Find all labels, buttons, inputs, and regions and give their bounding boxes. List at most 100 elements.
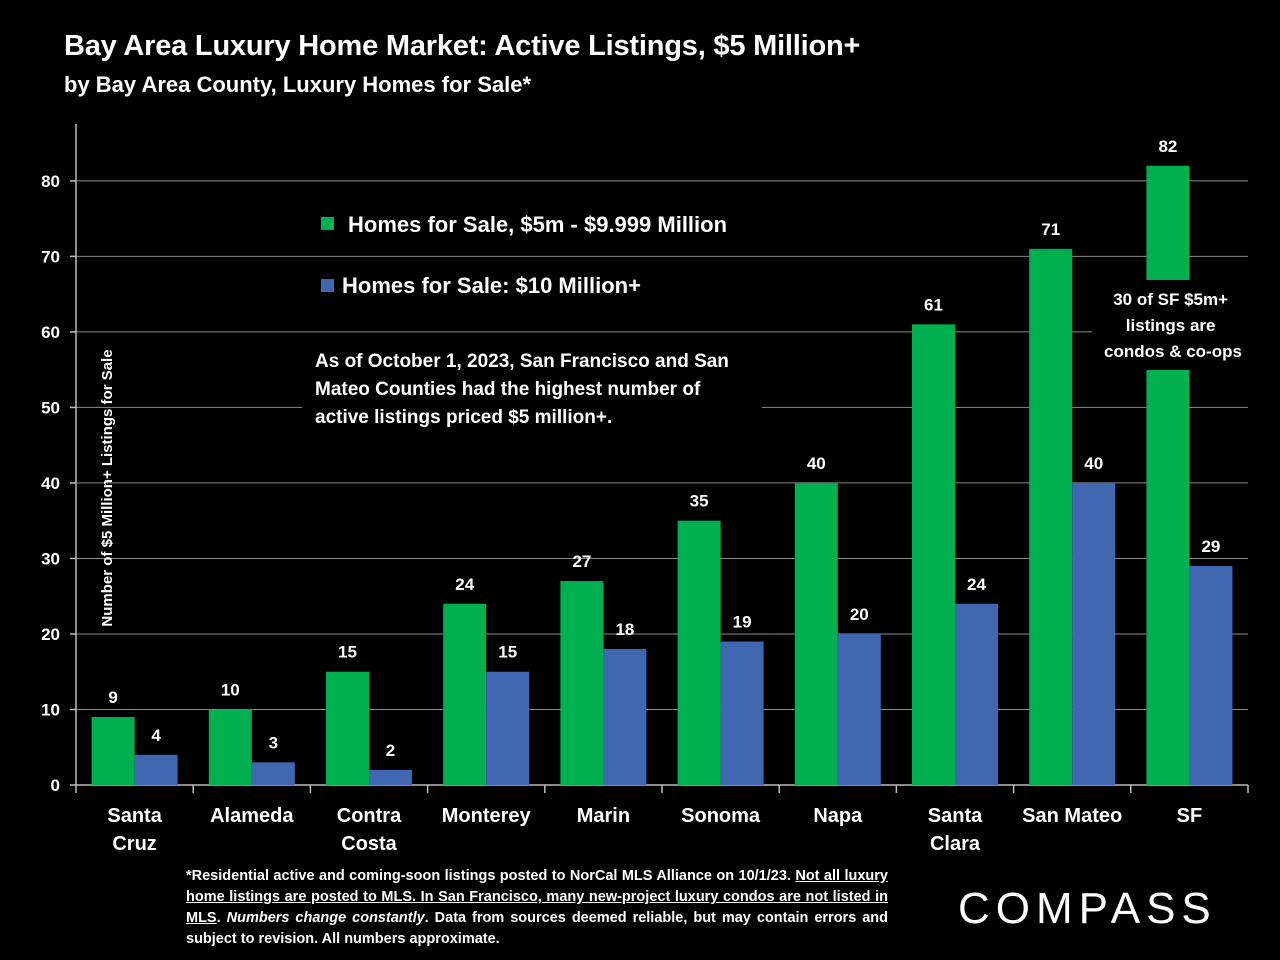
x-axis: [75, 784, 1249, 793]
category-label-9: SF: [1177, 805, 1203, 827]
y-tick-label-40: 40: [41, 474, 60, 493]
bar-blue-4: [603, 649, 647, 785]
category-label-5: Sonoma: [681, 805, 761, 827]
y-tick-label-80: 80: [41, 172, 60, 191]
category-label-line: Cruz: [112, 833, 156, 855]
bar-green-9: [1146, 165, 1190, 786]
value-labels: 9 4 10 3 15 2 24 15 27 18 35 19 40 20 61 24 71 40 82 29: [108, 137, 1220, 760]
value-label-blue-4: 18: [615, 620, 634, 639]
y-axis: 0 10 20 30 40 50 60 70 80: [41, 124, 77, 795]
bar-green-0: [91, 717, 135, 785]
bar-green-7: [912, 324, 955, 785]
category-label-2: Contra Costa: [337, 805, 402, 855]
category-label-line: Clara: [930, 833, 981, 855]
value-label-blue-8: 40: [1084, 454, 1103, 473]
category-label-line: Contra: [337, 805, 402, 827]
annotation-line-1: As of October 1, 2023, San Francisco and…: [315, 351, 729, 372]
compass-logo: COMPASS: [958, 884, 1217, 933]
bar-blue-7: [955, 603, 998, 785]
category-label-line: San Mateo: [1022, 805, 1122, 827]
bar-green-3: [443, 603, 487, 785]
bar-blue-0: [134, 754, 178, 785]
bar-green-6: [794, 482, 838, 785]
footnote-part-3: .: [216, 910, 227, 926]
y-tick-label-0: 0: [51, 776, 60, 795]
y-tick-label-10: 10: [41, 700, 60, 719]
category-label-1: Alameda: [210, 805, 294, 827]
category-labels: Santa Cruz Alameda Contra Costa Monterey Marin…: [107, 805, 1202, 855]
value-label-green-4: 27: [572, 552, 591, 571]
value-label-blue-3: 15: [498, 643, 517, 662]
bar-green-1: [208, 709, 252, 785]
bar-blue-2: [369, 769, 412, 785]
sf-note: 30 of SF $5m+ listings are condos & co-o…: [1104, 290, 1242, 361]
bar-blue-1: [251, 762, 295, 785]
legend-label-0: Homes for Sale, $5m - $9.999 Million: [348, 212, 727, 237]
category-label-line: Sonoma: [681, 805, 761, 827]
category-label-0: Santa Cruz: [107, 805, 162, 855]
annotation-line-3: active listings priced $5 million+.: [315, 407, 612, 428]
legend-swatch-0: [321, 217, 334, 230]
category-label-line: Santa: [928, 805, 983, 827]
footnote: *Residential active and coming-soon list…: [186, 866, 888, 950]
footnote-part-1: *Residential active and coming-soon list…: [186, 868, 796, 884]
bar-green-8: [1029, 248, 1073, 786]
legend: Homes for Sale, $5m - $9.999 Million Home…: [321, 212, 727, 298]
category-label-line: Monterey: [442, 805, 532, 827]
annotation-main: As of October 1, 2023, San Francisco and…: [315, 351, 734, 428]
value-label-green-0: 9: [108, 688, 117, 707]
category-label-3: Monterey: [442, 805, 532, 827]
bar-green-4: [560, 581, 604, 785]
chart-title: Bay Area Luxury Home Market: Active List…: [64, 30, 861, 62]
category-label-line: Alameda: [210, 805, 294, 827]
sf-note-line-3: condos & co-ops: [1104, 342, 1242, 361]
value-label-green-5: 35: [690, 492, 709, 511]
footnote-part-2: Not all luxury home listings are posted …: [186, 868, 888, 926]
category-label-4: Marin: [577, 805, 630, 827]
value-label-blue-5: 19: [733, 613, 752, 632]
value-label-green-2: 15: [338, 643, 357, 662]
bar-blue-6: [837, 633, 881, 785]
bar-green-5: [677, 520, 721, 785]
bar-blue-9: [1189, 566, 1233, 785]
value-label-blue-7: 24: [967, 575, 986, 594]
category-label-line: Costa: [341, 833, 397, 855]
sf-note-backdrop: [1092, 280, 1256, 370]
value-label-blue-6: 20: [850, 605, 869, 624]
value-label-blue-0: 4: [151, 726, 161, 745]
sf-note-line-1: 30 of SF $5m+: [1113, 290, 1228, 309]
y-tick-label-60: 60: [41, 323, 60, 342]
sf-note-line-2: listings are: [1126, 316, 1216, 335]
category-label-line: Napa: [813, 805, 863, 827]
value-label-green-7: 61: [924, 295, 943, 314]
annotation-line-2: Mateo Counties had the highest number of: [315, 379, 701, 400]
legend-label-1: Homes for Sale: $10 Million+: [342, 273, 641, 298]
category-label-line: Marin: [577, 805, 630, 827]
y-tick-label-30: 30: [41, 549, 60, 568]
value-label-blue-2: 2: [386, 741, 395, 760]
value-label-green-6: 40: [807, 454, 826, 473]
y-tick-label-20: 20: [41, 625, 60, 644]
value-label-green-8: 71: [1041, 220, 1060, 239]
category-label-6: Napa: [813, 805, 863, 827]
bar-blue-8: [1072, 482, 1116, 785]
category-label-8: San Mateo: [1022, 805, 1122, 827]
bar-blue-5: [720, 641, 764, 785]
value-label-green-1: 10: [221, 680, 240, 699]
chart-subtitle: by Bay Area County, Luxury Homes for Sal…: [64, 72, 532, 97]
legend-swatch-1: [321, 279, 334, 292]
footnote-part-4: Numbers change constantly: [226, 910, 425, 926]
footnote-part-5: . Data from sources deemed reliable, but…: [186, 910, 889, 947]
value-label-green-9: 82: [1158, 137, 1177, 156]
bars: [91, 165, 1233, 786]
category-label-line: Santa: [107, 805, 162, 827]
value-label-blue-1: 3: [269, 733, 278, 752]
y-tick-label-50: 50: [41, 398, 60, 417]
bar-green-2: [326, 671, 369, 785]
category-label-7: Santa Clara: [928, 805, 983, 855]
y-axis-label: Number of $5 Million+ Listings for Sale: [99, 349, 116, 626]
category-label-line: SF: [1177, 805, 1203, 827]
bar-blue-3: [486, 671, 530, 785]
value-label-green-3: 24: [455, 575, 474, 594]
